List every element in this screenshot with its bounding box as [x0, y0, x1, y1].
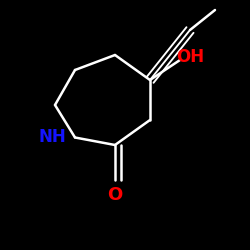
Text: O: O	[108, 186, 122, 204]
Text: OH: OH	[176, 48, 204, 66]
Text: NH: NH	[38, 128, 66, 146]
